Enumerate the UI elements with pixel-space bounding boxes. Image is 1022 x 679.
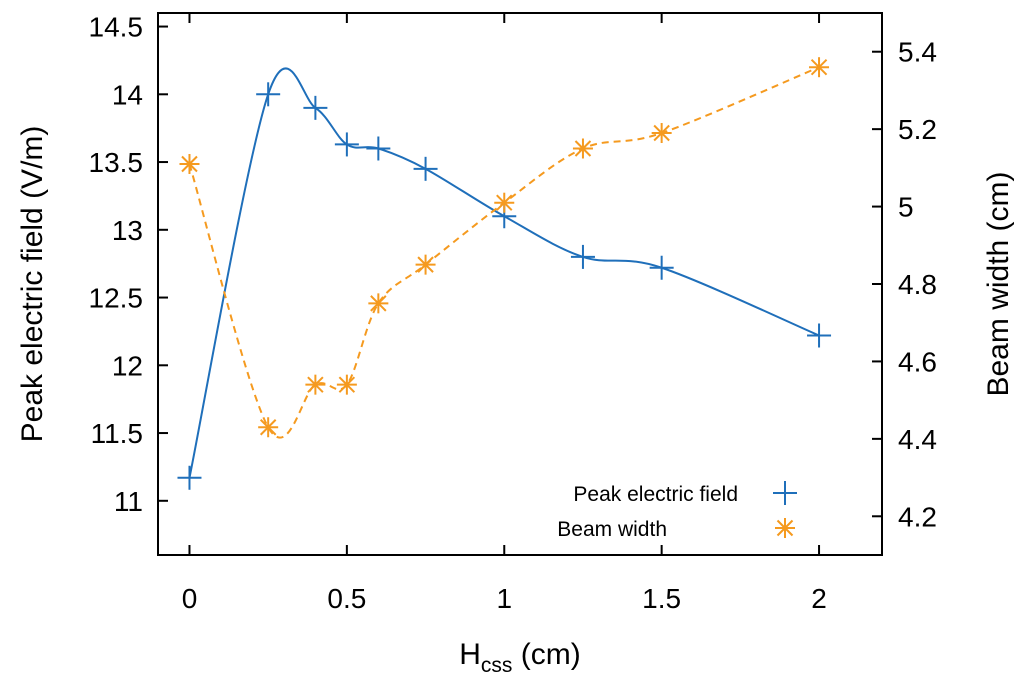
data-point-peak-electric-field [177,465,202,490]
star-marker-d2 [259,419,277,436]
x-axis-label: Hcss (cm) [459,638,580,677]
legend-marker-peak-electric-field [773,481,797,505]
y-right-tick-label: 4.2 [898,501,937,532]
data-point-beam-width [336,374,357,395]
data-point-beam-width [809,57,830,78]
y-left-tick-label: 11 [114,486,143,517]
data-point-beam-width [572,138,593,159]
legend-markers [773,481,797,538]
y-left-tick-label: 13 [112,215,143,246]
star-marker-d2 [181,155,198,173]
star-marker-d2 [574,140,592,157]
y-left-tick-label: 11.5 [91,418,143,449]
data-point-peak-electric-field [570,244,595,269]
y-right-tick-label: 5.4 [898,37,937,68]
y-left-tick-label: 14 [112,79,143,110]
y-right-tick-label: 4.8 [898,269,937,300]
star-marker-d2 [653,124,670,142]
star-marker-d2 [338,376,356,393]
y-axis-left-label: Peak electric field (V/m) [16,126,49,443]
star-marker-d2 [307,376,324,393]
tick-labels: 0 0.5 1 1.5 21111.51212.51313.51414.54.24.44… [89,12,937,614]
series-line-beam-width [188,66,820,439]
y-left-tick-label: 13.5 [89,147,144,178]
y-left-tick-label: 12.5 [89,283,144,314]
data-point-peak-electric-field [413,156,438,181]
y-left-tick-label: 12 [112,350,143,381]
star-marker-d2 [810,58,828,76]
y-right-tick-label: 5.2 [898,114,937,145]
legend: Peak electric field Beam width [557,481,797,541]
data-point-beam-width [179,153,200,174]
data-point-beam-width [494,192,515,213]
x-axis-label-sub: css [481,654,513,677]
y-right-tick-label: 4.6 [898,346,937,377]
y-axis-right-label: Beam width (cm) [982,171,1015,396]
y-right-tick-label: 4.4 [898,424,937,455]
data-point-beam-width [415,254,436,275]
x-tick-label: 0.5 [327,583,366,614]
legend-label-peak-electric-field: Peak electric field [573,483,738,506]
tick-marks [158,13,882,555]
x-tick-label: 2 [811,583,827,614]
legend-label-beam-width: Beam width [557,518,667,541]
star-marker-d2 [417,256,434,273]
data-point-beam-width [651,123,672,144]
x-tick-label: 0 [182,583,198,614]
legend-marker-beam-width [775,518,795,538]
x-tick-label: 1 [496,583,512,614]
data-point-beam-width [368,293,389,314]
x-axis-label-rest: (cm) [512,638,580,671]
data-point-peak-electric-field [303,95,328,120]
x-tick-label: 1.5 [642,583,681,614]
data-point-peak-electric-field [366,136,391,161]
data-point-peak-electric-field [807,323,832,348]
star-marker-d2 [370,295,387,312]
data-point-peak-electric-field [256,82,281,107]
data-point-peak-electric-field [649,255,674,280]
y-right-tick-label: 5 [898,192,914,223]
series-layer [177,57,832,490]
data-point-peak-electric-field [334,132,359,157]
data-point-beam-width [258,417,279,438]
star-marker-d2 [496,194,513,211]
y-left-tick-label: 14.5 [89,12,144,43]
data-point-beam-width [305,374,326,395]
star-marker-d2 [776,519,794,537]
x-axis-label-main: H [459,638,481,671]
series-line-peak-electric-field [188,67,820,478]
